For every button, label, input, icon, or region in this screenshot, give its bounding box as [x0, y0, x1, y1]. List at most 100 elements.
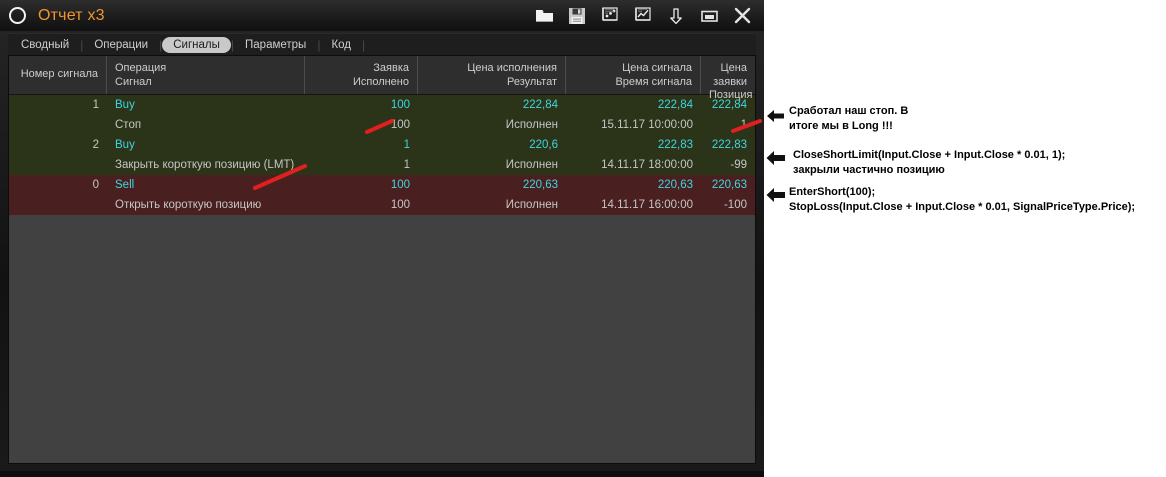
table-cell-3: 222,84 — [522, 99, 558, 111]
table-cell-4: 14.11.17 18:00:00 — [601, 159, 693, 171]
table-cell-2: 100 — [390, 199, 410, 211]
table-row[interactable]: Стоп 100 Исполнен 15.11.17 10:00:00 1 — [9, 115, 755, 135]
tab-separator: | — [230, 37, 235, 52]
table-row[interactable]: 1 Buy 100 222,84 222,84 222,84 — [9, 95, 755, 115]
signals-table: Номер сигнала Операция Сигнал Заявка Исполне… — [8, 55, 756, 464]
table-row[interactable]: 0 Sell 100 220,63 220,63 220,63 — [9, 175, 755, 195]
window-frame: Отчет x3 — [0, 0, 764, 471]
column-header-line1: Заявка — [373, 62, 409, 74]
tab-separator: | — [159, 37, 163, 52]
window-title: Отчет x3 — [38, 6, 105, 24]
floppy-disk-icon — [569, 7, 585, 24]
column-header-line2: Сигнал — [115, 75, 152, 88]
down-arrow-icon — [670, 7, 682, 24]
tab-2[interactable]: Сигналы — [162, 36, 231, 53]
minimize-button[interactable] — [699, 6, 719, 26]
left-arrow-icon — [766, 188, 785, 202]
table-cell-3: Исполнен — [505, 159, 558, 171]
scatter-chart-icon — [602, 6, 618, 21]
column-header-line1: Цена исполнения — [467, 62, 557, 74]
report-window: Отчет x3 — [0, 0, 764, 477]
scatter-chart-button[interactable] — [600, 6, 620, 26]
circle-ring-icon — [9, 7, 26, 24]
tab-separator: | — [317, 37, 321, 52]
callout-close-short-limit: CloseShortLimit(Input.Close + Input.Clos… — [765, 148, 1065, 177]
download-button[interactable] — [666, 6, 686, 26]
column-header-line1: Цена сигнала — [622, 62, 692, 74]
table-cell-3: Исполнен — [505, 199, 558, 211]
table-cell-2: 100 — [390, 119, 410, 131]
table-cell-3: 220,6 — [529, 139, 558, 151]
callout-stop-triggered: Сработал наш стоп. В итоге мы в Long !!! — [765, 105, 909, 133]
callout-enter-short: EnterShort(100); StopLoss(Input.Close + … — [765, 185, 1135, 214]
table-cell-2: 1 — [403, 159, 410, 171]
close-button[interactable] — [732, 6, 752, 26]
column-header-0[interactable]: Номер сигнала — [9, 56, 107, 94]
title-bar: Отчет x3 — [0, 0, 764, 31]
table-cell-1: Sell — [115, 179, 135, 191]
table-cell-2: 100 — [390, 99, 410, 111]
table-cell-5: 220,63 — [711, 179, 747, 191]
table-cell-4: 14.11.17 16:00:00 — [601, 199, 693, 211]
table-cell-1: Закрыть короткую позицию (LMT) — [115, 159, 295, 171]
tab-1[interactable]: Операции — [94, 38, 149, 51]
open-folder-button[interactable] — [534, 6, 554, 26]
table-cell-1: Стоп — [115, 119, 142, 131]
left-arrow-icon — [766, 151, 785, 165]
tab-3[interactable]: Параметры — [245, 38, 307, 51]
table-cell-4: 222,83 — [657, 139, 693, 151]
table-row[interactable]: 2 Buy 1 220,6 222,83 222,83 — [9, 135, 755, 155]
table-cell-3: 220,63 — [522, 179, 558, 191]
table-cell-1: Открыть короткую позицию — [115, 199, 262, 211]
tab-0[interactable]: Сводный — [21, 38, 70, 51]
table-cell-2: 100 — [390, 179, 410, 191]
column-header-line2: Время сигнала — [615, 75, 692, 88]
titlebar-tools — [534, 6, 752, 26]
column-header-line1: Номер сигнала — [20, 68, 98, 81]
callout-1-text: Сработал наш стоп. В итоге мы в Long !!! — [789, 105, 909, 132]
table-cell-1: Buy — [115, 99, 135, 111]
column-header-line1: Операция — [115, 62, 167, 74]
column-header-line2: Исполнено — [352, 75, 409, 88]
folder-icon — [535, 10, 553, 22]
table-row[interactable]: Закрыть короткую позицию (LMT) 1 Исполнен 1… — [9, 155, 755, 175]
column-header-line2: Позиция — [709, 89, 753, 101]
table-cell-4: 222,84 — [657, 99, 693, 111]
minimize-icon — [700, 10, 718, 22]
table-cell-0: 2 — [92, 139, 99, 151]
callout-2-text: CloseShortLimit(Input.Close + Input.Clos… — [793, 149, 1066, 176]
column-header-2[interactable]: Заявка Исполнено — [305, 56, 418, 94]
column-header-5[interactable]: Цена заявки Позиция — [701, 56, 755, 101]
table-cell-2: 1 — [403, 139, 410, 151]
column-header-4[interactable]: Цена сигнала Время сигнала — [566, 56, 701, 94]
table-cell-5: 222,84 — [711, 99, 747, 111]
tab-separator: | — [80, 37, 84, 52]
table-cell-1: Buy — [115, 139, 135, 151]
table-cell-5: -100 — [723, 199, 747, 211]
close-x-icon — [734, 7, 750, 24]
table-cell-5: 222,83 — [711, 139, 747, 151]
tab-4[interactable]: Код — [331, 38, 352, 51]
save-button[interactable] — [567, 6, 587, 26]
table-cell-0: 0 — [92, 179, 99, 191]
table-row[interactable]: Открыть короткую позицию 100 Исполнен 14.11… — [9, 195, 755, 215]
table-cell-3: Исполнен — [505, 119, 558, 131]
table-cell-0: 1 — [92, 99, 99, 111]
tab-separator: | — [362, 37, 366, 52]
left-arrow-icon — [767, 110, 784, 122]
table-body: 1 Buy 100 222,84 222,84 222,84 Стоп 100 Исполнен… — [9, 95, 755, 215]
line-chart-icon — [635, 6, 651, 21]
callout-3-text: EnterShort(100); StopLoss(Input.Close + … — [789, 186, 1136, 213]
column-header-line2: Результат — [506, 75, 557, 88]
table-cell-5: -99 — [730, 159, 747, 171]
table-cell-4: 220,63 — [657, 179, 693, 191]
table-cell-5: 1 — [740, 119, 747, 131]
callout-panel: Сработал наш стоп. В итоге мы в Long !!!… — [764, 0, 1166, 477]
tab-bar: |Сводный|Операции|Сигналы|Параметры|Код| — [8, 33, 756, 55]
column-header-1[interactable]: Операция Сигнал — [107, 56, 305, 94]
table-header-row: Номер сигнала Операция Сигнал Заявка Исполне… — [9, 56, 755, 101]
line-chart-button[interactable] — [633, 6, 653, 26]
column-header-line1: Цена заявки — [713, 62, 747, 88]
column-header-3[interactable]: Цена исполнения Результат — [418, 56, 566, 94]
table-cell-4: 15.11.17 10:00:00 — [601, 119, 693, 131]
